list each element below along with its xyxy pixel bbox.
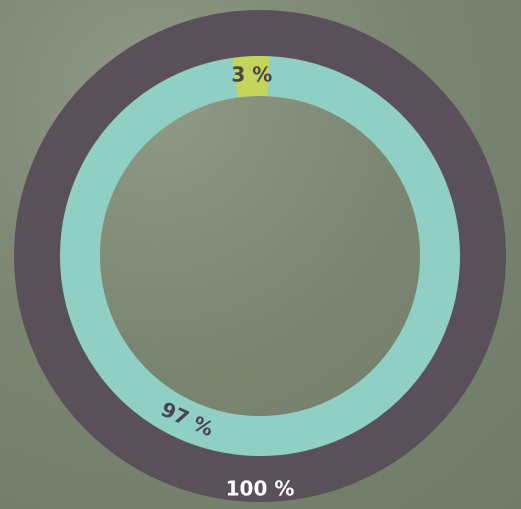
value-label: 3 % [231, 63, 272, 87]
ring-segment [60, 56, 460, 456]
ring-segment [232, 56, 270, 98]
ring-segment [14, 10, 506, 502]
value-label: 100 % [226, 477, 295, 501]
